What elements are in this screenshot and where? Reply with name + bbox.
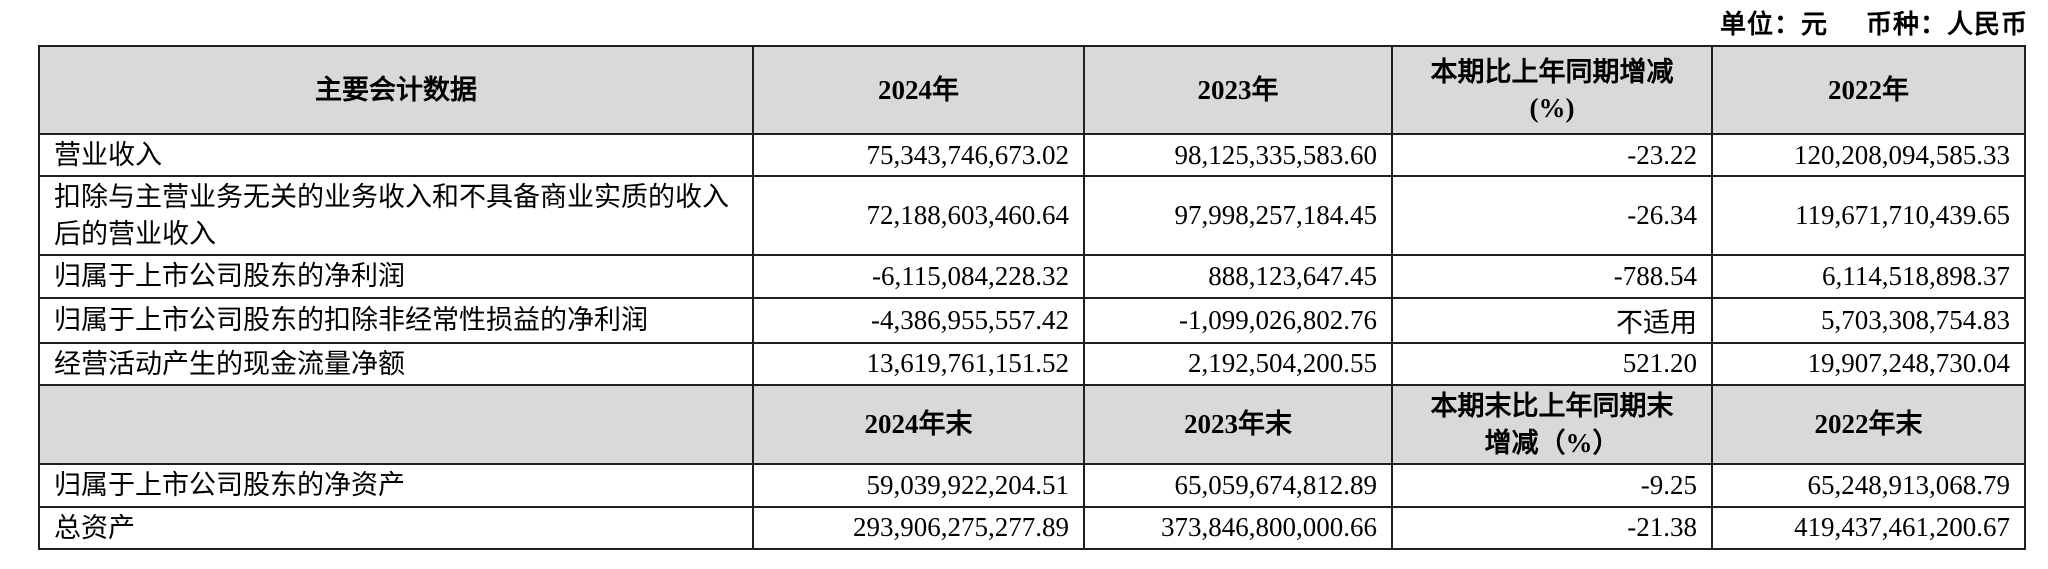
header-cell-blank bbox=[38, 384, 754, 466]
value-2023-end: 373,846,800,000.66 bbox=[1083, 505, 1393, 550]
value-2024: -4,386,955,557.42 bbox=[752, 296, 1085, 344]
value-2022-end: 419,437,461,200.67 bbox=[1711, 505, 2026, 550]
row-net-profit-excl-nonrecurring: 归属于上市公司股东的扣除非经常性损益的净利润 -4,386,955,557.42… bbox=[38, 296, 2026, 344]
row-total-assets: 总资产 293,906,275,277.89 373,846,800,000.6… bbox=[38, 505, 2026, 550]
value-pct-change: 521.20 bbox=[1391, 341, 1713, 387]
value-pct-change: -26.34 bbox=[1391, 175, 1713, 257]
header-cell-pct-change: 本期比上年同期增减 (%) bbox=[1391, 45, 1713, 135]
header-cell-2023: 2023年 bbox=[1083, 45, 1393, 135]
row-operating-cashflow: 经营活动产生的现金流量净额 13,619,761,151.52 2,192,50… bbox=[38, 341, 2026, 387]
value-2022: 119,671,710,439.65 bbox=[1711, 175, 2026, 257]
value-2024-end: 59,039,922,204.51 bbox=[752, 463, 1085, 508]
header-cell-2024: 2024年 bbox=[752, 45, 1085, 135]
value-2023: 888,123,647.45 bbox=[1083, 254, 1393, 299]
value-2024: -6,115,084,228.32 bbox=[752, 254, 1085, 299]
row-net-assets-attributable: 归属于上市公司股东的净资产 59,039,922,204.51 65,059,6… bbox=[38, 463, 2026, 508]
header-cell-pct-change-end: 本期末比上年同期末 增减（%） bbox=[1391, 384, 1713, 466]
value-2023: 97,998,257,184.45 bbox=[1083, 175, 1393, 257]
value-2022: 5,703,308,754.83 bbox=[1711, 296, 2026, 344]
header-cell-2023-end: 2023年末 bbox=[1083, 384, 1393, 466]
unit-label: 单位：元 bbox=[1719, 10, 1828, 39]
value-2023: 98,125,335,583.60 bbox=[1083, 132, 1393, 178]
value-2024: 72,188,603,460.64 bbox=[752, 175, 1085, 257]
header-cell-metric: 主要会计数据 bbox=[38, 45, 754, 135]
value-pct-change: -788.54 bbox=[1391, 254, 1713, 299]
value-2023-end: 65,059,674,812.89 bbox=[1083, 463, 1393, 508]
value-pct-change: -23.22 bbox=[1391, 132, 1713, 178]
value-2022-end: 65,248,913,068.79 bbox=[1711, 463, 2026, 508]
metric-label: 归属于上市公司股东的净资产 bbox=[38, 463, 754, 508]
metric-label: 归属于上市公司股东的扣除非经常性损益的净利润 bbox=[38, 296, 754, 344]
metric-label: 经营活动产生的现金流量净额 bbox=[38, 341, 754, 387]
header-cell-2024-end: 2024年末 bbox=[752, 384, 1085, 466]
value-pct-change-end: -21.38 bbox=[1391, 505, 1713, 550]
value-2022: 120,208,094,585.33 bbox=[1711, 132, 2026, 178]
unit-currency-caption: 单位：元 币种：人民币 bbox=[1720, 4, 2028, 41]
value-2023: 2,192,504,200.55 bbox=[1083, 341, 1393, 387]
metric-label: 归属于上市公司股东的净利润 bbox=[38, 254, 754, 299]
metric-label: 扣除与主营业务无关的业务收入和不具备商业实质的收入后的营业收入 bbox=[38, 175, 754, 257]
value-2024: 13,619,761,151.52 bbox=[752, 341, 1085, 387]
header-row-annual: 主要会计数据 2024年 2023年 本期比上年同期增减 (%) 2022年 bbox=[38, 45, 2026, 135]
metric-label: 总资产 bbox=[38, 505, 754, 550]
value-pct-change-end: -9.25 bbox=[1391, 463, 1713, 508]
row-operating-revenue: 营业收入 75,343,746,673.02 98,125,335,583.60… bbox=[38, 132, 2026, 178]
row-revenue-after-deductions: 扣除与主营业务无关的业务收入和不具备商业实质的收入后的营业收入 72,188,6… bbox=[38, 175, 2026, 257]
row-net-profit-attributable: 归属于上市公司股东的净利润 -6,115,084,228.32 888,123,… bbox=[38, 254, 2026, 299]
value-2023: -1,099,026,802.76 bbox=[1083, 296, 1393, 344]
value-2022: 19,907,248,730.04 bbox=[1711, 341, 2026, 387]
key-accounting-data-table: 主要会计数据 2024年 2023年 本期比上年同期增减 (%) 2022年 营… bbox=[38, 45, 2026, 550]
metric-label: 营业收入 bbox=[38, 132, 754, 178]
currency-label: 币种：人民币 bbox=[1865, 10, 2028, 39]
header-cell-2022: 2022年 bbox=[1711, 45, 2026, 135]
value-2024: 75,343,746,673.02 bbox=[752, 132, 1085, 178]
header-cell-2022-end: 2022年末 bbox=[1711, 384, 2026, 466]
header-row-end-of-year: 2024年末 2023年末 本期末比上年同期末 增减（%） 2022年末 bbox=[38, 384, 2026, 466]
value-2022: 6,114,518,898.37 bbox=[1711, 254, 2026, 299]
value-pct-change: 不适用 bbox=[1391, 296, 1713, 344]
value-2024-end: 293,906,275,277.89 bbox=[752, 505, 1085, 550]
